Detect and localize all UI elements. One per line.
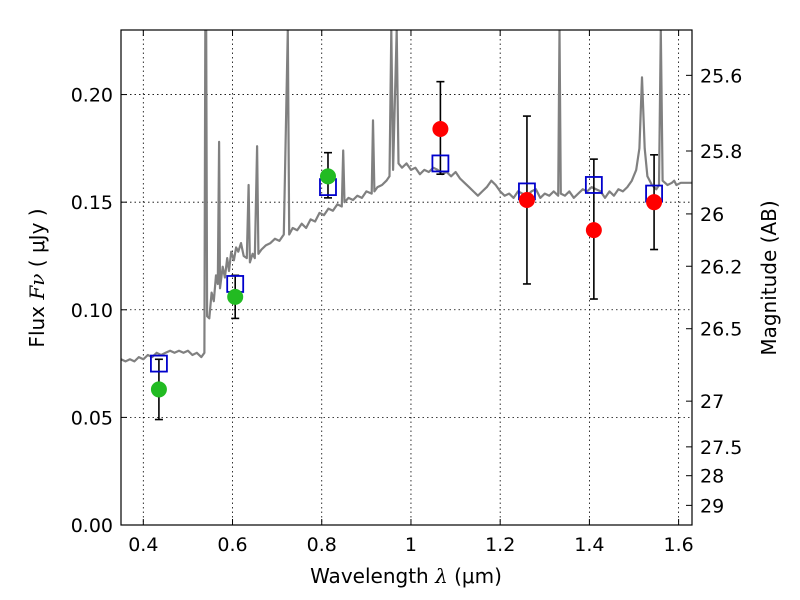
y2-axis-label: Magnitude (AB) bbox=[757, 200, 781, 355]
y2-tick-label: 27 bbox=[700, 391, 724, 413]
plot-frame bbox=[120, 29, 693, 526]
model-photometry-square bbox=[584, 176, 603, 194]
x-tick-label: 1.6 bbox=[664, 534, 694, 556]
y2-tick-label: 26 bbox=[700, 204, 724, 226]
observed-point bbox=[319, 168, 336, 185]
observed-point bbox=[518, 192, 535, 209]
y-tick-label: 0.15 bbox=[71, 192, 113, 214]
y-tick-label: 0.10 bbox=[71, 300, 113, 322]
data-layer bbox=[121, 30, 692, 363]
grid bbox=[121, 30, 692, 525]
observed-point bbox=[585, 222, 602, 239]
observed-point bbox=[150, 381, 167, 398]
model-photometry-square bbox=[431, 154, 450, 173]
x-tick-label: 0.4 bbox=[128, 534, 158, 556]
y-axis-label: Flux Fν ( μJy ) bbox=[25, 208, 49, 347]
observed-point bbox=[646, 194, 663, 211]
y2-tick-label: 28 bbox=[700, 466, 724, 488]
y-tick-label: 0.20 bbox=[71, 85, 113, 107]
y2-tick-label: 26.5 bbox=[700, 319, 742, 341]
x-tick-label: 1.4 bbox=[574, 534, 604, 556]
ticks: 0.4 0.6 0.8 1 1.2 1.4 1.6 0.00 0.05 0.10 0.15 0.20 2… bbox=[71, 30, 742, 556]
observed-point bbox=[227, 288, 244, 305]
x-axis-label: Wavelength λ (μm) bbox=[310, 564, 502, 588]
y-tick-label: 0.00 bbox=[71, 515, 113, 537]
x-tick-label: 1.2 bbox=[485, 534, 515, 556]
y2-tick-label: 25.6 bbox=[700, 65, 742, 87]
x-tick-label: 1 bbox=[405, 534, 417, 556]
model-photometry-square bbox=[150, 354, 168, 373]
y2-tick-label: 25.8 bbox=[700, 141, 742, 163]
y2-tick-label: 26.2 bbox=[700, 256, 742, 278]
model-spectrum-line bbox=[121, 30, 692, 363]
y2-tick-label: 29 bbox=[700, 495, 724, 517]
x-tick-label: 0.6 bbox=[217, 534, 247, 556]
y-tick-label: 0.05 bbox=[71, 407, 113, 429]
y2-tick-label: 27.5 bbox=[700, 437, 742, 459]
observed-point bbox=[432, 121, 449, 137]
marker-layer bbox=[150, 80, 663, 421]
x-tick-label: 0.8 bbox=[307, 534, 337, 556]
